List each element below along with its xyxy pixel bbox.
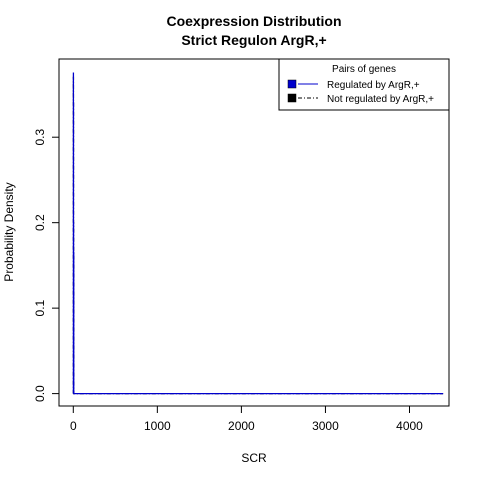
y-tick-label: 0.3 <box>33 129 47 146</box>
x-tick-label: 2000 <box>228 419 255 433</box>
y-tick-label: 0.1 <box>33 299 47 316</box>
legend: Pairs of genes Regulated by ArgR,+ Not r… <box>278 58 450 111</box>
y-axis-label: Probability Density <box>2 182 16 281</box>
y-axis: 0.0 0.1 0.2 0.3 <box>33 129 59 402</box>
legend-title: Pairs of genes <box>332 64 396 75</box>
legend-label-regulated: Regulated by ArgR,+ <box>327 80 420 91</box>
y-tick-label: 0.0 <box>33 385 47 402</box>
chart-title: Coexpression Distribution <box>166 13 341 29</box>
legend-swatch-not-regulated <box>287 93 297 103</box>
x-tick-label: 3000 <box>312 419 339 433</box>
legend-swatch-regulated <box>287 79 297 89</box>
chart-subtitle: Strict Regulon ArgR,+ <box>181 32 326 48</box>
y-tick-label: 0.2 <box>33 214 47 231</box>
series-layer <box>72 72 444 395</box>
x-axis-label: SCR <box>241 451 267 465</box>
legend-label-not-regulated: Not regulated by ArgR,+ <box>327 94 434 105</box>
x-axis: 0 1000 2000 3000 4000 <box>70 406 423 433</box>
plot-frame <box>58 58 450 407</box>
x-tick-label: 4000 <box>396 419 423 433</box>
x-tick-label: 0 <box>70 419 77 433</box>
series-line-regulated <box>72 72 444 395</box>
x-tick-label: 1000 <box>144 419 171 433</box>
